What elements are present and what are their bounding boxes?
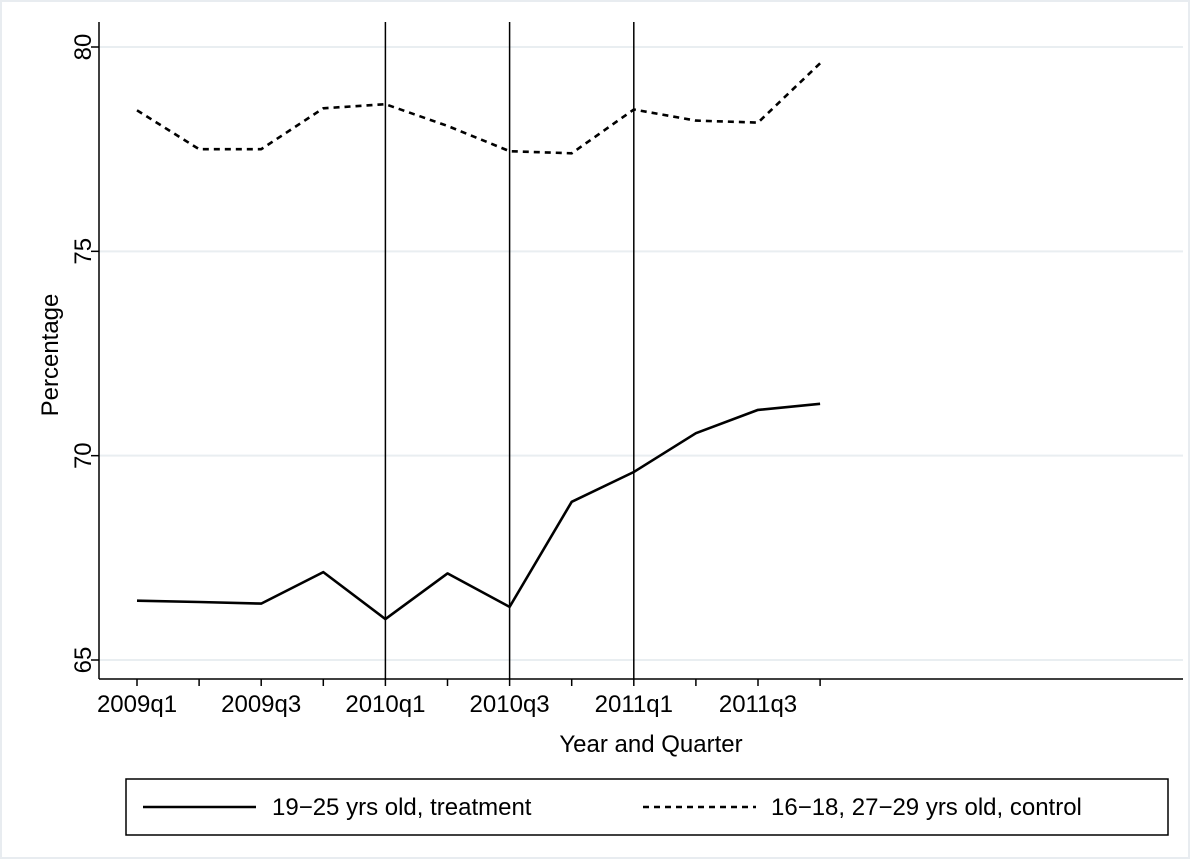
x-tick-label-3: 2010q3 (470, 691, 550, 718)
series-lines (136, 62, 821, 621)
y-tick-label-3: 80 (70, 34, 97, 61)
legend-label-control: 16−18, 27−29 yrs old, control (771, 794, 1082, 821)
y-tick-label-0: 65 (70, 647, 97, 674)
legend-label-treatment: 19−25 yrs old, treatment (272, 794, 532, 821)
series-line-1 (136, 62, 821, 155)
x-tick-label-2: 2010q1 (345, 691, 425, 718)
x-axis-title: Year and Quarter (559, 731, 742, 758)
x-tick-label-1: 2009q3 (221, 691, 301, 718)
legend: 19−25 yrs old, treatment 16−18, 27−29 yr… (125, 778, 1169, 836)
gridlines (99, 46, 1183, 661)
x-tick-label-5: 2011q3 (719, 691, 797, 718)
series-line-0 (136, 402, 821, 621)
vertical-reference-lines (384, 22, 635, 679)
y-axis-title: Percentage (37, 294, 64, 417)
axes: 65 70 75 80 2009q1 2009q3 2010q1 2010q3 2011q1 20… (70, 22, 1183, 718)
y-tick-label-2: 75 (70, 238, 97, 265)
y-tick-label-1: 70 (70, 442, 97, 469)
x-tick-label-0: 2009q1 (97, 691, 177, 718)
x-tick-label-4: 2011q1 (595, 691, 673, 718)
